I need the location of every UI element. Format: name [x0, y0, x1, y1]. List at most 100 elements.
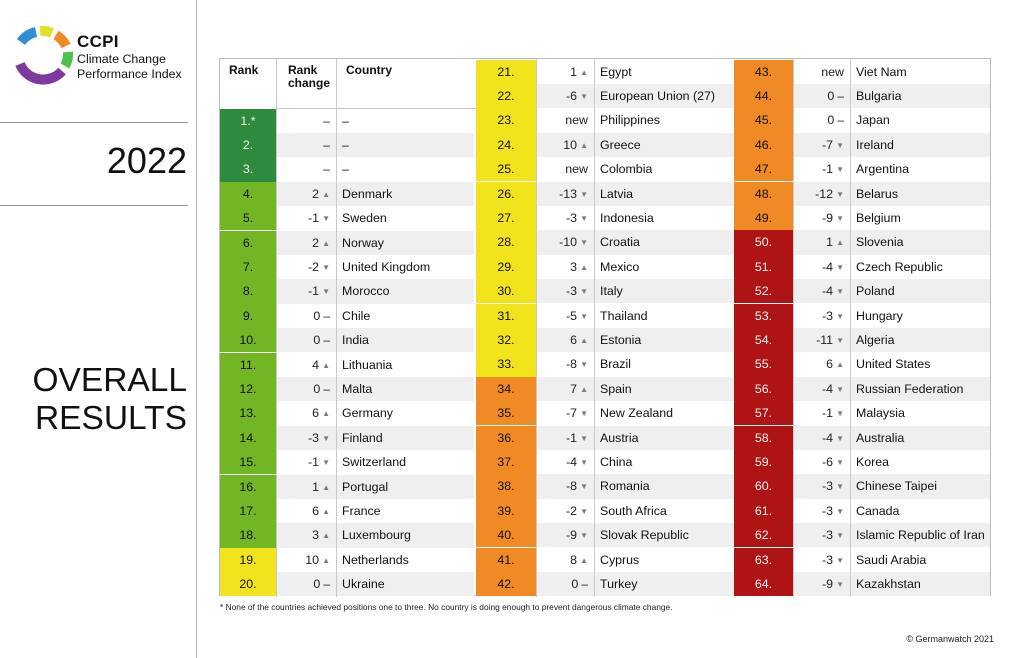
country-cell: Slovak Republic	[594, 523, 734, 548]
rank-value: 59.	[754, 454, 773, 469]
rank-value: 7.	[242, 259, 254, 274]
rank-cell: 57.	[734, 401, 793, 426]
rank-cell: 4.	[220, 181, 276, 207]
rank-change-value: 4	[312, 357, 320, 372]
country-name: Norway	[342, 235, 384, 250]
country-cell: Netherlands	[336, 547, 474, 573]
country-name: Argentina	[856, 162, 910, 177]
rank-value: 33.	[497, 357, 515, 372]
rank-change-value: 10	[563, 137, 578, 152]
country-name: Islamic Republic of Iran	[856, 528, 985, 543]
column-separator	[793, 59, 794, 597]
logo-subtitle: Climate Change Performance Index	[77, 52, 182, 81]
rank-value: 50.	[754, 235, 773, 250]
rank-change-cell: -4 ▼	[793, 425, 850, 450]
rank-cell: 52.	[734, 279, 793, 304]
country-cell: Chinese Taipei	[850, 474, 990, 499]
country-name: Kazakhstan	[856, 576, 921, 591]
rank-value: 28.	[497, 235, 515, 250]
rank-value: 30.	[497, 284, 515, 299]
triangle-down-icon: ▼	[836, 384, 844, 394]
rank-cell: 37.	[476, 449, 536, 475]
triangle-down-icon: ▼	[836, 262, 844, 272]
rank-cell: 7.	[220, 254, 276, 280]
rank-value: 47.	[754, 162, 773, 177]
dash-icon: –	[323, 333, 330, 348]
rank-cell: 30.	[476, 279, 536, 304]
rank-cell: 10.	[220, 328, 276, 353]
rank-cell: 33.	[476, 352, 536, 377]
rank-change-value: new	[565, 113, 588, 128]
rank-cell: 2.	[220, 132, 276, 158]
rank-change-cell: 6 ▲	[276, 498, 336, 524]
rank-change-value: -7	[822, 137, 834, 152]
country-name: Japan	[856, 113, 890, 128]
rank-change-value: 3	[312, 528, 320, 543]
rank-change-cell: 0–	[536, 571, 594, 597]
country-cell: Switzerland	[336, 450, 474, 475]
country-cell: Croatia	[594, 230, 734, 255]
country-name: Latvia	[600, 186, 634, 201]
rank-value: 43.	[754, 64, 773, 79]
rank-cell: 14.	[220, 425, 276, 451]
rank-cell: 22.	[476, 83, 536, 109]
rank-value: 62.	[754, 528, 773, 543]
country-cell: Belgium	[850, 205, 990, 231]
rank-change-cell: -13 ▼	[536, 181, 594, 206]
rank-change-cell: 4 ▲	[276, 352, 336, 377]
rank-cell: 32.	[476, 327, 536, 353]
footnote: * None of the countries achieved positio…	[220, 602, 673, 612]
country-name: Slovenia	[856, 235, 904, 250]
country-name: Malaysia	[856, 406, 905, 421]
country-name: Romania	[600, 479, 650, 494]
rank-change-cell: -2 ▼	[276, 254, 336, 280]
rank-value: 1.*	[240, 113, 256, 128]
rank-change-cell: 8 ▲	[536, 547, 594, 572]
triangle-down-icon: ▼	[836, 140, 844, 150]
triangle-up-icon: ▲	[580, 384, 588, 394]
country-cell: Saudi Arabia	[850, 547, 990, 572]
rank-cell: 63.	[734, 547, 793, 572]
rank-cell: 50.	[734, 230, 793, 255]
rank-change-value: -1	[308, 284, 320, 299]
country-name: Ireland	[856, 137, 894, 152]
rank-cell: 9.	[220, 303, 276, 329]
rank-change-cell: 0–	[276, 303, 336, 329]
country-cell: Philippines	[594, 108, 734, 133]
country-name: Poland	[856, 284, 895, 299]
rank-change-value: -6	[822, 454, 834, 469]
rank-value: 53.	[754, 308, 773, 323]
triangle-down-icon: ▼	[580, 311, 588, 321]
country-cell: Australia	[850, 425, 990, 450]
rank-value: 64.	[754, 576, 773, 591]
rank-change-value: -3	[308, 430, 320, 445]
rank-change-cell: 0–	[276, 376, 336, 402]
country-name: Czech Republic	[856, 259, 943, 274]
column-separator	[536, 59, 537, 597]
rank-cell: 44.	[734, 83, 793, 109]
country-cell: United Kingdom	[336, 254, 474, 280]
rank-value: 61.	[754, 503, 773, 518]
rank-change-cell: 6 ▲	[536, 327, 594, 353]
triangle-down-icon: ▼	[836, 457, 844, 467]
rank-cell: 25.	[476, 157, 536, 182]
rank-cell: 11.	[220, 352, 276, 377]
rank-cell: 5.	[220, 206, 276, 231]
page-title-line1: OVERALL	[32, 362, 187, 399]
rank-change-value: -2	[308, 259, 320, 274]
rank-value: 2.	[242, 137, 254, 152]
rank-change-value: -1	[308, 211, 320, 226]
country-name: Greece	[600, 137, 641, 152]
triangle-up-icon: ▲	[322, 482, 330, 492]
rank-change-value: -3	[566, 284, 578, 299]
country-name: Estonia	[600, 332, 642, 347]
rank-cell: 39.	[476, 498, 536, 524]
rank-change-value: -1	[822, 406, 834, 421]
rank-change-cell: 1 ▲	[536, 59, 594, 84]
rank-cell: 49.	[734, 205, 793, 231]
rank-value: 27.	[497, 210, 515, 225]
triangle-down-icon: ▼	[836, 165, 844, 175]
rank-change-value: -3	[822, 552, 834, 567]
rank-change-value: 10	[305, 552, 320, 567]
rank-change-cell: 0–	[793, 83, 850, 109]
